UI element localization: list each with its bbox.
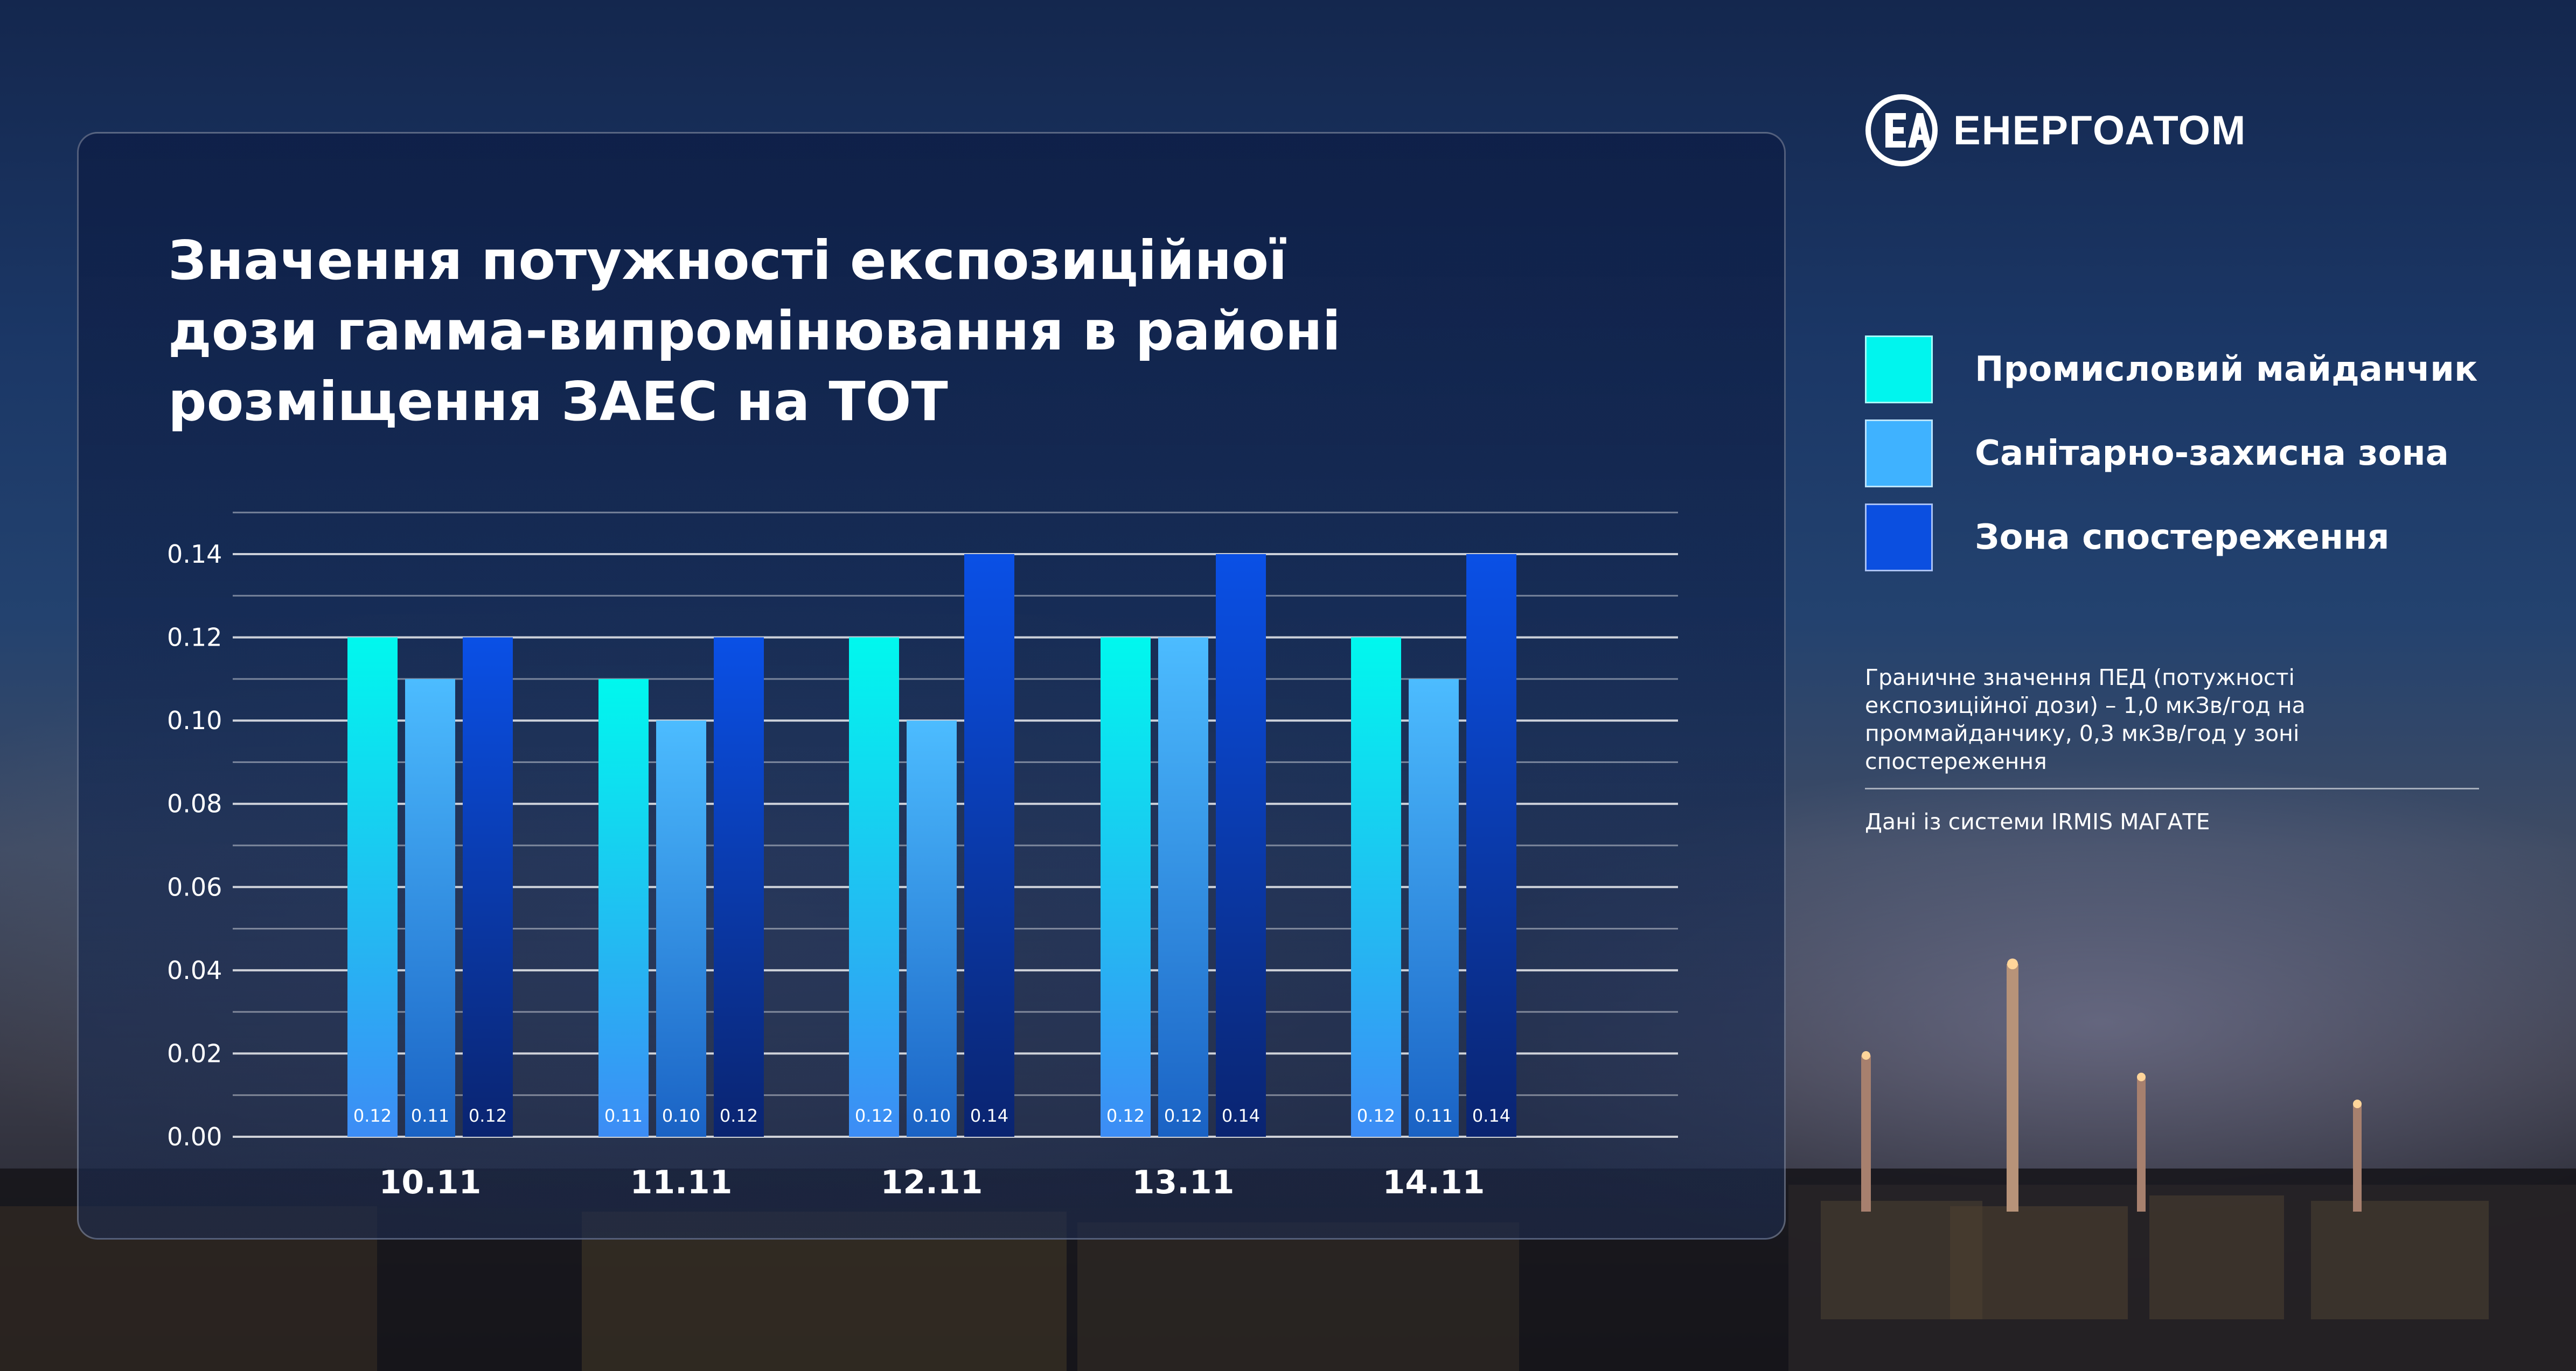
y-tick-label: 0.02 bbox=[167, 1039, 222, 1068]
data-source: Дані із системи IRMIS МАГАТЕ bbox=[1865, 809, 2210, 835]
y-tick-label: 0.04 bbox=[167, 956, 222, 985]
bar bbox=[598, 678, 649, 1137]
bar-value-label: 0.12 bbox=[1164, 1106, 1202, 1126]
legend-item-sanitary-zone: Санітарно-захисна зона bbox=[1865, 419, 2477, 487]
bar-value-label: 0.12 bbox=[1106, 1106, 1145, 1126]
bar-value-label: 0.12 bbox=[855, 1106, 893, 1126]
energoatom-logo-icon bbox=[1865, 94, 1938, 166]
y-tick-label: 0.12 bbox=[167, 623, 222, 652]
legend-item-observation-zone: Зона спостереження bbox=[1865, 503, 2477, 571]
chart-title-line: Значення потужності експозиційної bbox=[168, 229, 1287, 292]
bar bbox=[1409, 678, 1459, 1137]
legend-swatch bbox=[1865, 503, 1933, 571]
bar bbox=[1101, 637, 1151, 1137]
x-category-label: 10.11 bbox=[379, 1164, 482, 1201]
bar-value-label: 0.12 bbox=[469, 1106, 507, 1126]
legend-swatch bbox=[1865, 419, 1933, 487]
bar-value-label: 0.11 bbox=[604, 1106, 643, 1126]
legend-label: Санітарно-захисна зона bbox=[1975, 433, 2449, 473]
limit-note: Граничне значення ПЕД (потужності експоз… bbox=[1865, 664, 2306, 774]
x-category-label: 13.11 bbox=[1132, 1164, 1235, 1201]
bar bbox=[347, 637, 398, 1137]
brand-name: ЕНЕРГОАТОМ bbox=[1953, 107, 2247, 153]
bar-value-label: 0.14 bbox=[1472, 1106, 1510, 1126]
x-category-label: 11.11 bbox=[630, 1164, 733, 1201]
bar-value-label: 0.14 bbox=[970, 1106, 1008, 1126]
bar bbox=[656, 721, 706, 1137]
bar bbox=[1351, 637, 1401, 1137]
divider bbox=[1865, 788, 2479, 789]
legend-swatch bbox=[1865, 335, 1933, 403]
bar-value-label: 0.12 bbox=[353, 1106, 392, 1126]
chart-legend: Промисловий майданчик Санітарно-захисна … bbox=[1865, 335, 2477, 587]
bar-value-label: 0.12 bbox=[1357, 1106, 1395, 1126]
bar bbox=[907, 721, 957, 1137]
brand: ЕНЕРГОАТОМ bbox=[1864, 93, 2246, 168]
legend-label: Промисловий майданчик bbox=[1975, 349, 2478, 389]
bar-value-label: 0.10 bbox=[662, 1106, 700, 1126]
y-tick-label: 0.14 bbox=[167, 540, 222, 569]
bar bbox=[405, 678, 455, 1137]
bar bbox=[849, 637, 899, 1137]
bar bbox=[1158, 637, 1208, 1137]
legend-label: Зона спостереження bbox=[1975, 517, 2390, 557]
bar-value-label: 0.10 bbox=[913, 1106, 951, 1126]
bar bbox=[714, 637, 764, 1137]
legend-item-industrial-site: Промисловий майданчик bbox=[1865, 335, 2477, 403]
bar bbox=[1466, 554, 1516, 1137]
bar bbox=[964, 554, 1014, 1137]
x-category-label: 14.11 bbox=[1383, 1164, 1485, 1201]
y-tick-label: 0.10 bbox=[167, 706, 222, 735]
bar-value-label: 0.14 bbox=[1222, 1106, 1260, 1126]
bar-value-label: 0.11 bbox=[411, 1106, 449, 1126]
y-tick-label: 0.00 bbox=[167, 1122, 222, 1151]
chart-title-line: розміщення ЗАЕС на ТОТ bbox=[168, 370, 948, 433]
chart-title-line: дози гамма-випромінювання в районі bbox=[168, 299, 1341, 362]
x-category-label: 12.11 bbox=[881, 1164, 983, 1201]
bar-value-label: 0.12 bbox=[720, 1106, 758, 1126]
chart-title: Значення потужності експозиційної дози г… bbox=[168, 225, 1569, 437]
y-tick-label: 0.08 bbox=[167, 789, 222, 819]
y-tick-label: 0.06 bbox=[167, 872, 222, 901]
bar bbox=[463, 637, 513, 1137]
bar bbox=[1216, 554, 1266, 1137]
bar-value-label: 0.11 bbox=[1415, 1106, 1453, 1126]
